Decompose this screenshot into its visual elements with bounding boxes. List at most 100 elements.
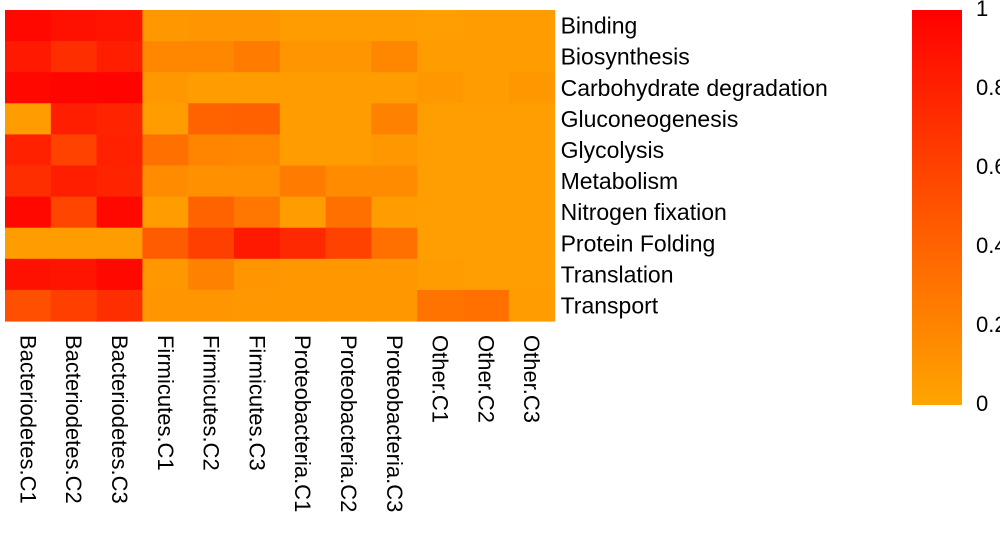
cell-translation-proteobacteria-c1 [279,258,327,291]
column-labels: Bacteriodetes.C1 Bacteriodetes.C2 Bacterio… [15,335,544,512]
cell-transport-bacteriodetes-c2 [50,289,98,322]
colorbar-tick-1: 1 [976,0,988,21]
cell-metabolism-bacteriodetes-c1 [5,165,52,198]
cell-metabolism-other-c2 [463,165,510,198]
row-label-carbohydrate-degradation: Carbohydrate degradation [561,75,828,101]
cell-biosynthesis-bacteriodetes-c2 [50,41,98,73]
cell-nitrogen-fixation-proteobacteria-c3 [371,196,418,229]
cell-biosynthesis-proteobacteria-c1 [279,41,327,73]
column-label-firmicutes-c2: Firmicutes.C2 [199,335,224,471]
cell-nitrogen-fixation-firmicutes-c1 [142,196,189,229]
colorbar-tick-labels: 0 0.2 0.4 0.6 0.8 1 [976,0,1000,416]
colorbar [912,10,962,405]
colorbar-tick-0-6: 0.6 [976,154,1000,179]
cell-glycolysis-proteobacteria-c2 [325,134,372,167]
cell-metabolism-other-c1 [417,165,464,198]
cell-glycolysis-other-c1 [417,134,464,167]
column-label-proteobacteria-c2: Proteobacteria.C2 [336,335,361,512]
cell-biosynthesis-other-c2 [463,41,510,73]
cell-glycolysis-other-c2 [463,134,510,167]
cell-translation-bacteriodetes-c1 [5,258,52,291]
row-label-metabolism: Metabolism [561,168,679,194]
cell-gluconeogenesis-other-c1 [417,103,464,135]
cell-transport-other-c3 [508,289,556,322]
cell-protein-folding-firmicutes-c2 [188,227,235,260]
cell-transport-other-c2 [463,289,510,322]
cell-protein-folding-proteobacteria-c3 [371,227,418,260]
cell-carbohydrate-degradation-bacteriodetes-c1 [5,72,52,104]
cell-glycolysis-bacteriodetes-c3 [96,134,143,167]
colorbar-tick-0: 0 [976,391,988,416]
cell-transport-firmicutes-c3 [234,289,281,322]
cell-transport-bacteriodetes-c1 [5,289,52,322]
cell-carbohydrate-degradation-other-c3 [508,72,556,104]
row-label-biosynthesis: Biosynthesis [561,44,690,70]
column-label-other-c2: Other.C2 [473,335,498,423]
cell-carbohydrate-degradation-other-c1 [417,72,464,104]
colorbar-tick-0-4: 0.4 [976,233,1000,258]
cell-carbohydrate-degradation-proteobacteria-c2 [325,72,372,104]
cell-translation-other-c2 [463,258,510,291]
row-label-protein-folding: Protein Folding [561,230,716,256]
cell-gluconeogenesis-other-c2 [463,103,510,135]
cell-binding-proteobacteria-c1 [279,10,327,42]
cell-protein-folding-bacteriodetes-c2 [50,227,98,260]
cell-nitrogen-fixation-proteobacteria-c1 [279,196,327,229]
cell-protein-folding-other-c3 [508,227,556,260]
row-label-translation: Translation [561,261,674,287]
cell-binding-proteobacteria-c3 [371,10,418,42]
cell-gluconeogenesis-firmicutes-c1 [142,103,189,135]
cell-metabolism-bacteriodetes-c2 [50,165,98,198]
cell-metabolism-firmicutes-c3 [234,165,281,198]
cell-biosynthesis-other-c3 [508,41,556,73]
cell-translation-firmicutes-c1 [142,258,189,291]
cell-nitrogen-fixation-bacteriodetes-c1 [5,196,52,229]
row-label-nitrogen-fixation: Nitrogen fixation [561,199,727,225]
column-label-bacteriodetes-c2: Bacteriodetes.C2 [61,335,86,504]
cell-gluconeogenesis-bacteriodetes-c1 [5,103,52,135]
cell-glycolysis-other-c3 [508,134,556,167]
cell-biosynthesis-firmicutes-c1 [142,41,189,73]
cell-binding-firmicutes-c3 [234,10,281,42]
cell-nitrogen-fixation-other-c3 [508,196,556,229]
cell-glycolysis-bacteriodetes-c1 [5,134,52,167]
cell-transport-bacteriodetes-c3 [96,289,143,322]
cell-translation-firmicutes-c3 [234,258,281,291]
column-label-proteobacteria-c1: Proteobacteria.C1 [290,335,315,512]
cell-gluconeogenesis-other-c3 [508,103,556,135]
cell-protein-folding-other-c1 [417,227,464,260]
cell-translation-other-c1 [417,258,464,291]
cell-translation-firmicutes-c2 [188,258,235,291]
cell-carbohydrate-degradation-firmicutes-c2 [188,72,235,104]
row-labels: Binding Biosynthesis Carbohydrate degradat… [561,13,828,319]
cell-binding-bacteriodetes-c3 [96,10,143,42]
cell-gluconeogenesis-proteobacteria-c2 [325,103,372,135]
cell-binding-other-c3 [508,10,556,42]
cell-biosynthesis-firmicutes-c2 [188,41,235,73]
cell-glycolysis-firmicutes-c2 [188,134,235,167]
cell-binding-bacteriodetes-c2 [50,10,98,42]
cell-protein-folding-firmicutes-c3 [234,227,281,260]
cell-transport-proteobacteria-c3 [371,289,418,322]
cell-gluconeogenesis-proteobacteria-c1 [279,103,327,135]
cell-biosynthesis-bacteriodetes-c1 [5,41,52,73]
column-label-firmicutes-c3: Firmicutes.C3 [244,335,269,471]
cell-carbohydrate-degradation-firmicutes-c3 [234,72,281,104]
cell-glycolysis-bacteriodetes-c2 [50,134,98,167]
cell-gluconeogenesis-proteobacteria-c3 [371,103,418,135]
cell-nitrogen-fixation-proteobacteria-c2 [325,196,372,229]
cell-carbohydrate-degradation-bacteriodetes-c3 [96,72,143,104]
cell-translation-bacteriodetes-c3 [96,258,143,291]
cell-glycolysis-proteobacteria-c3 [371,134,418,167]
cell-translation-other-c3 [508,258,556,291]
cell-biosynthesis-other-c1 [417,41,464,73]
row-label-binding: Binding [561,13,638,39]
row-label-transport: Transport [561,292,659,318]
cell-gluconeogenesis-firmicutes-c3 [234,103,281,135]
cell-translation-bacteriodetes-c2 [50,258,98,291]
column-label-firmicutes-c1: Firmicutes.C1 [153,335,178,471]
cell-transport-other-c1 [417,289,464,322]
cell-metabolism-proteobacteria-c2 [325,165,372,198]
cell-nitrogen-fixation-other-c1 [417,196,464,229]
cell-carbohydrate-degradation-proteobacteria-c3 [371,72,418,104]
